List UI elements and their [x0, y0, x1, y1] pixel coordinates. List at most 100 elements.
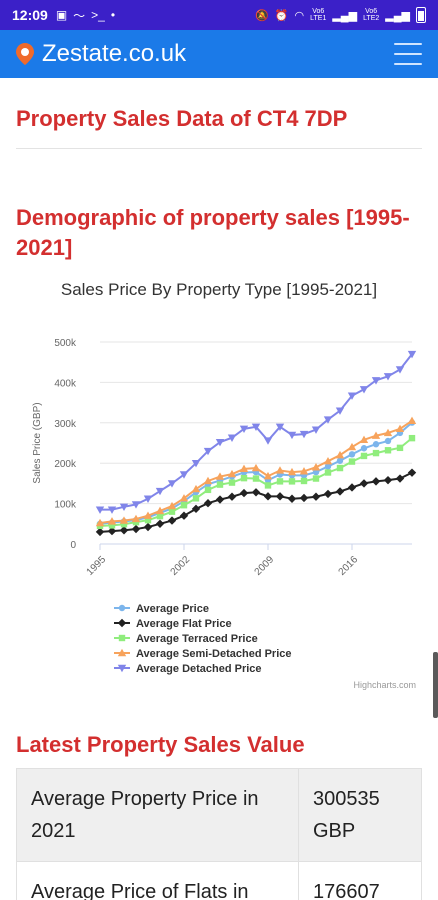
x-tick-label: 2002 — [169, 554, 193, 578]
data-point — [155, 519, 165, 528]
data-point — [95, 518, 105, 527]
data-point — [118, 634, 126, 642]
data-point — [360, 445, 368, 452]
data-point — [263, 437, 273, 445]
data-point — [395, 424, 405, 433]
data-point — [323, 489, 333, 499]
data-point — [216, 481, 224, 488]
chart-title: Sales Price By Property Type [1995-2021] — [60, 280, 378, 299]
mute-icon: 🔕 — [255, 9, 269, 22]
legend-item: Average Terraced Price — [136, 633, 258, 645]
app-title: Zestate.co.uk — [42, 40, 187, 67]
data-point — [191, 460, 201, 468]
data-point — [95, 527, 105, 537]
data-point — [287, 494, 297, 503]
data-point — [336, 457, 344, 464]
data-point — [95, 506, 105, 514]
data-point — [383, 428, 393, 437]
data-point — [299, 430, 309, 439]
legend-item: Average Semi-Detached Price — [136, 648, 292, 660]
hamburger-menu-icon[interactable] — [394, 43, 422, 65]
signal-2-icon: ▂▄▆ — [385, 9, 410, 22]
table-cell-value: 176607 — [313, 881, 380, 900]
y-tick-label: 400k — [54, 378, 77, 389]
data-point — [191, 504, 201, 514]
data-point — [179, 511, 189, 520]
data-point — [299, 467, 309, 475]
data-point — [118, 604, 126, 612]
data-point — [407, 350, 417, 359]
data-point — [407, 416, 417, 424]
data-point — [287, 467, 297, 476]
demographic-heading: Demographic of property sales [1995-2021… — [16, 205, 410, 260]
data-point — [117, 648, 127, 657]
data-point — [251, 463, 261, 472]
alarm-icon: ⏰ — [274, 9, 289, 22]
data-point — [131, 501, 141, 509]
data-point — [180, 502, 188, 509]
data-point — [179, 494, 189, 502]
status-left-icons: ▣ 〜 >_ • — [56, 7, 115, 24]
data-point — [117, 664, 127, 673]
logo[interactable]: Zestate.co.uk — [16, 40, 186, 68]
data-point — [167, 516, 177, 525]
data-point — [311, 492, 321, 501]
status-bar: 12:09 ▣ 〜 >_ • 🔕 ⏰ ◠ Vo6 LTE1 ▂▄▆ Vo6 LTE2… — [0, 0, 438, 30]
data-point — [312, 468, 320, 476]
data-point — [167, 480, 177, 488]
data-point — [324, 463, 332, 470]
terminal-icon: >_ — [91, 8, 105, 22]
data-point — [204, 486, 212, 494]
data-point — [120, 521, 128, 528]
data-point — [179, 471, 189, 479]
data-point — [347, 392, 357, 400]
data-point — [203, 447, 213, 456]
data-point — [215, 472, 225, 480]
data-point — [156, 512, 164, 520]
legend-item: Average Detached Price — [136, 663, 262, 675]
location-pin-icon — [16, 43, 34, 65]
x-tick-label: 1995 — [85, 554, 109, 578]
scrollbar-thumb[interactable] — [433, 652, 438, 718]
y-tick-label: 100k — [54, 500, 77, 511]
network-1-icon: Vo6 LTE1 — [310, 8, 327, 22]
cast-icon: 〜 — [73, 8, 86, 23]
data-point — [117, 618, 127, 628]
data-point — [311, 463, 321, 471]
data-point — [107, 506, 117, 514]
data-point — [395, 366, 405, 374]
data-point — [335, 407, 345, 415]
signal-1-icon: ▂▄▆ — [332, 9, 358, 22]
data-point — [383, 475, 393, 485]
data-point — [239, 488, 249, 498]
data-point — [360, 452, 368, 460]
data-point — [108, 522, 116, 529]
data-point — [408, 434, 416, 442]
chart-credits[interactable]: Highcharts.com — [353, 680, 416, 690]
status-time: 12:09 — [12, 7, 48, 23]
data-point — [323, 456, 333, 465]
data-point — [396, 444, 404, 452]
data-point — [275, 423, 285, 432]
data-point — [263, 492, 273, 501]
data-point — [143, 522, 153, 532]
data-point — [372, 441, 380, 448]
data-point — [192, 495, 200, 502]
y-tick-label: 500k — [54, 338, 77, 349]
data-point — [239, 425, 249, 434]
data-point — [348, 458, 356, 465]
divider — [16, 148, 422, 149]
wifi-icon: ◠ — [294, 9, 305, 22]
table-cell-label: Average Price of Flats in — [17, 862, 299, 900]
data-point — [383, 373, 393, 381]
data-point — [107, 526, 117, 536]
battery-icon — [416, 7, 426, 23]
network-2-icon: Vo6 LTE2 — [363, 8, 380, 22]
data-point — [359, 386, 369, 394]
sales-price-chart: Sales Price By Property Type [1995-2021]… — [16, 270, 422, 696]
data-point — [240, 474, 248, 482]
data-point — [311, 426, 321, 434]
page-content: Property Sales Data of CT4 7DP Demograph… — [16, 78, 422, 263]
data-point — [191, 484, 201, 493]
data-point — [407, 468, 417, 477]
